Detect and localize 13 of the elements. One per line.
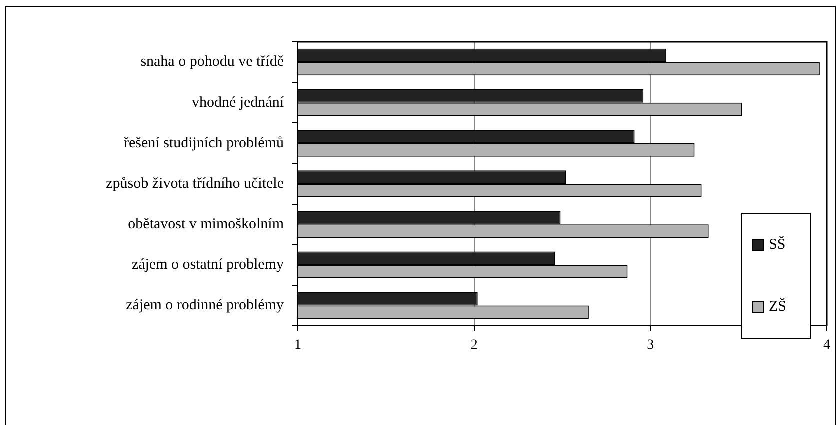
- y-tick-label: řešení studijních problémů: [124, 135, 284, 152]
- y-tick-label: zájem o ostatní problemy: [132, 257, 284, 274]
- x-tick-label: 2: [470, 338, 478, 354]
- legend-label: ZŠ: [769, 298, 787, 316]
- x-tick-label: 1: [294, 338, 302, 354]
- x-tick-label: 3: [647, 338, 654, 354]
- y-tick-label: vhodné jednání: [192, 94, 285, 111]
- x-tick-label: 4: [824, 338, 830, 354]
- y-tick-label: snaha o pohodu ve třídě: [140, 54, 284, 70]
- legend-label: SŠ: [769, 236, 786, 254]
- y-tick-label: způsob života třídního učitele: [106, 176, 284, 192]
- y-tick-label: zájem o rodinné problémy: [126, 298, 284, 314]
- y-tick-label: obětavost v mimoškolním: [128, 216, 284, 233]
